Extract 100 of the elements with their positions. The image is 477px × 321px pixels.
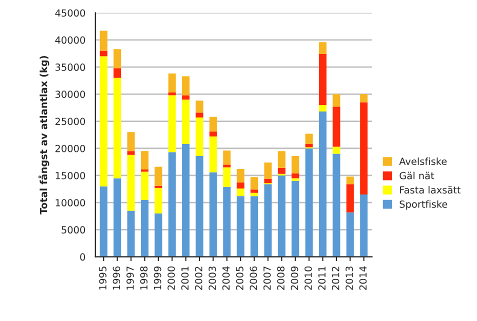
bar <box>332 146 340 154</box>
x-tick-label: 2009 <box>290 266 298 290</box>
x-tick-label: 2013 <box>346 266 353 290</box>
x-tick-label: 2011 <box>318 266 326 290</box>
bar <box>250 196 258 257</box>
bar <box>223 164 231 168</box>
x-tick-label: 2002 <box>194 266 202 290</box>
legend-label: Sportfiske <box>400 200 448 210</box>
bar <box>140 151 148 170</box>
bar <box>223 150 231 165</box>
y-axis-title: Total fångst av atlantlax (kg) <box>38 56 50 214</box>
legend-label: Avelsfiske <box>399 158 447 166</box>
bar <box>168 152 176 257</box>
bar <box>250 177 258 190</box>
bar <box>182 95 190 100</box>
x-tick-label: 1998 <box>140 266 148 290</box>
bar <box>264 162 272 179</box>
bar <box>318 105 327 112</box>
bar <box>182 76 190 96</box>
bar <box>305 134 313 144</box>
x-tick-label: 2003 <box>208 266 216 290</box>
bar <box>196 100 204 113</box>
y-tick-label: 45000 <box>55 9 86 17</box>
bar <box>168 74 176 93</box>
bar <box>305 144 313 148</box>
bar <box>196 156 204 257</box>
bar <box>127 210 135 257</box>
bar <box>209 116 217 132</box>
legend-label: Gäl nät <box>400 172 434 180</box>
bar <box>236 182 244 188</box>
bar <box>332 94 340 107</box>
bar <box>292 173 300 178</box>
bar <box>196 117 204 156</box>
x-tick-label: 1995 <box>99 266 106 290</box>
bar <box>264 178 272 184</box>
x-tick-label: 2000 <box>168 266 175 290</box>
bar <box>236 168 244 183</box>
y-tick-label: 5000 <box>62 226 86 234</box>
bar <box>182 144 190 257</box>
bar <box>360 94 368 102</box>
bar <box>209 136 217 172</box>
bar <box>332 154 340 257</box>
legend-label: Fasta laxsätt <box>400 186 461 194</box>
x-tick-label: 2008 <box>277 266 284 290</box>
bar <box>346 184 354 212</box>
bar <box>100 56 108 186</box>
bar <box>278 175 286 257</box>
bar <box>196 112 204 118</box>
bar <box>250 190 258 193</box>
bar <box>168 92 176 96</box>
bar <box>292 156 300 174</box>
x-tick-label: 2014 <box>359 266 367 290</box>
bar <box>209 132 217 136</box>
x-tick-label: 2004 <box>222 266 230 290</box>
x-tick-label: 2007 <box>263 266 271 290</box>
bar <box>154 166 162 186</box>
y-tick-label: 40000 <box>55 36 86 44</box>
bar <box>318 54 327 106</box>
bar <box>127 151 135 155</box>
bar <box>154 213 162 257</box>
x-tick-label: 1997 <box>126 266 134 290</box>
bar <box>292 178 300 181</box>
x-tick-label: 2001 <box>181 266 189 290</box>
x-tick-label: 1996 <box>112 266 120 290</box>
bar <box>360 194 368 257</box>
y-tick-label: 0 <box>80 253 86 261</box>
y-tick-label: 15000 <box>56 172 86 180</box>
bar <box>114 49 122 68</box>
bar <box>100 30 108 51</box>
bar <box>223 186 231 257</box>
bar <box>223 167 231 187</box>
x-tick-label: 2010 <box>304 266 312 290</box>
bar <box>100 186 108 257</box>
bar <box>278 168 286 174</box>
bar <box>209 172 217 257</box>
bar <box>127 154 135 211</box>
bar <box>127 132 135 152</box>
bar <box>236 188 244 196</box>
x-tick-label: 1999 <box>154 266 162 290</box>
bar <box>114 68 122 78</box>
x-tick-label: 2005 <box>236 266 244 290</box>
bar <box>140 200 148 257</box>
bar <box>114 178 122 257</box>
bar <box>236 196 244 257</box>
bar <box>114 78 122 178</box>
y-tick-label: 35000 <box>55 64 86 71</box>
bar <box>154 188 162 214</box>
bar <box>332 106 340 147</box>
y-tick-label: 30000 <box>55 90 86 98</box>
y-tick-label: 20000 <box>55 144 86 152</box>
bar <box>182 100 190 144</box>
bar <box>264 184 272 257</box>
bar <box>346 176 354 184</box>
y-tick-label: 10000 <box>56 199 86 206</box>
bar <box>140 172 148 200</box>
bar <box>346 212 354 257</box>
bar <box>292 180 300 257</box>
x-tick-label: 2006 <box>250 266 258 290</box>
bar <box>318 112 327 257</box>
y-tick-label: 25000 <box>55 118 86 126</box>
